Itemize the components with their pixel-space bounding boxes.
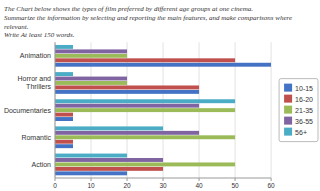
bar	[55, 58, 235, 62]
category-label: Horror andThrillers	[18, 75, 52, 90]
bar	[55, 81, 127, 85]
bar	[55, 167, 163, 171]
bar	[55, 158, 163, 162]
legend-swatch	[284, 128, 292, 136]
bar	[55, 72, 73, 76]
legend-label: 36-55	[295, 118, 313, 125]
bar	[55, 99, 235, 103]
x-tick-label: 50	[231, 182, 239, 189]
bar	[55, 77, 127, 81]
bar	[55, 162, 235, 166]
legend-frame	[279, 79, 318, 142]
category-label: Documentaries	[4, 107, 52, 114]
bar	[55, 154, 127, 158]
title-line: The Chart below shows the types of film …	[4, 5, 253, 13]
bar	[55, 85, 199, 89]
title-line: Write At least 150 words.	[4, 31, 75, 39]
legend-label: 16-20	[295, 96, 313, 103]
bar	[55, 140, 73, 144]
title-line: relevant.	[4, 23, 29, 31]
category-label-line: Horror and	[18, 75, 52, 82]
bar	[55, 108, 235, 112]
bar	[55, 131, 199, 135]
category-label: Animation	[20, 52, 51, 59]
x-tick-label: 60	[267, 182, 275, 189]
bar	[55, 63, 271, 67]
bar	[55, 171, 127, 175]
x-axis	[55, 178, 271, 179]
grid	[55, 42, 271, 178]
bar	[55, 49, 127, 53]
bars	[55, 45, 271, 175]
category-label: Romantic	[21, 134, 51, 141]
title-line: Summarize the information by selecting a…	[4, 14, 292, 22]
x-tick-label: 10	[87, 182, 95, 189]
category-label-line: Romantic	[21, 134, 51, 141]
x-tick-label: 40	[195, 182, 203, 189]
legend-swatch	[284, 95, 292, 103]
bar	[55, 90, 199, 94]
bar	[55, 54, 127, 58]
x-tick-label: 0	[53, 182, 57, 189]
y-axis	[55, 42, 56, 178]
bar	[55, 104, 199, 108]
bar	[55, 135, 235, 139]
x-tick-label: 20	[123, 182, 131, 189]
category-label-line: Thrillers	[26, 83, 51, 90]
category-label-line: Animation	[20, 52, 51, 59]
x-tick-label: 30	[159, 182, 167, 189]
grid-line	[55, 42, 56, 178]
bar	[55, 45, 73, 49]
legend-label: 10-15	[295, 85, 313, 92]
bar	[55, 117, 73, 121]
bar	[55, 126, 163, 130]
legend-swatch	[284, 106, 292, 114]
bar	[55, 113, 73, 117]
legend-label: 21-35	[295, 107, 313, 114]
chart: The Chart below shows the types of film …	[0, 0, 320, 191]
bar	[55, 144, 73, 148]
category-label: Action	[32, 161, 52, 168]
title: The Chart below shows the types of film …	[4, 5, 292, 39]
legend: 10-15 16-20 21-35 36-55 56+	[279, 79, 318, 142]
legend-label: 56+	[295, 129, 307, 136]
legend-swatch	[284, 117, 292, 125]
grid-line	[271, 42, 272, 178]
category-label-line: Documentaries	[4, 107, 52, 114]
category-label-line: Action	[32, 161, 52, 168]
legend-swatch	[284, 84, 292, 92]
